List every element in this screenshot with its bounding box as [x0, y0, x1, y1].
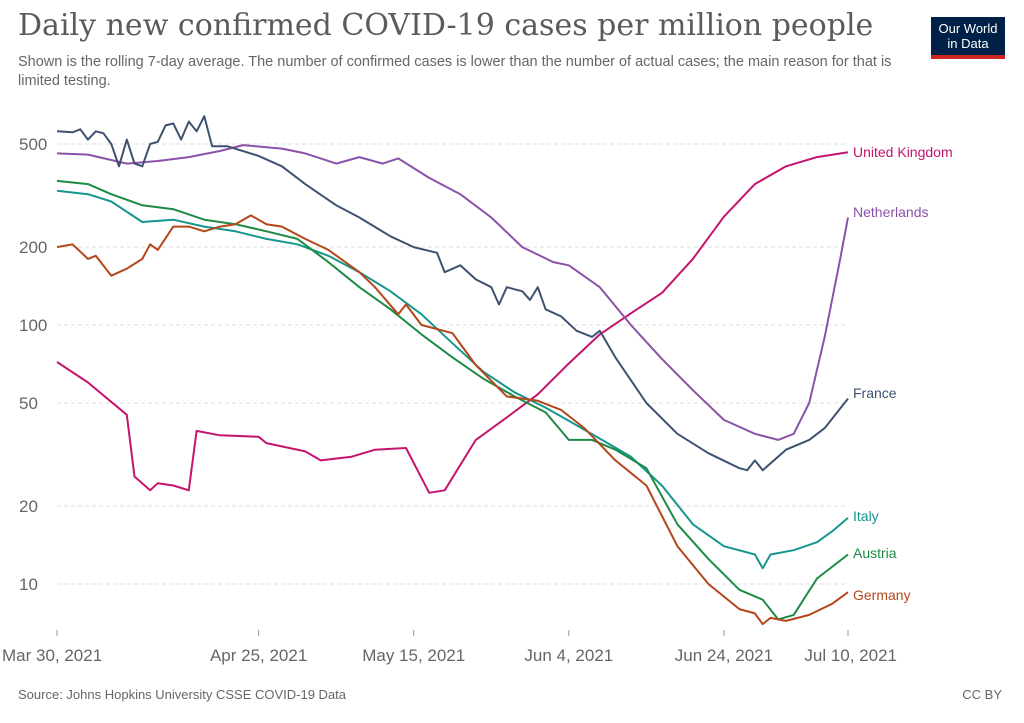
series-label-austria: Austria: [853, 545, 897, 561]
x-tick-label-5: Jul 10, 2021: [804, 646, 897, 665]
y-tick-label-50: 50: [19, 394, 38, 413]
y-tick-label-20: 20: [19, 497, 38, 516]
series-label-netherlands: Netherlands: [853, 204, 929, 220]
series-line-austria: [56, 179, 849, 621]
y-tick-label-10: 10: [19, 575, 38, 594]
line-chart: 10 20 50 100 200 500 Mar 30, 2021 Apr 25, 2021 M…: [2, 115, 953, 665]
series-label-italy: Italy: [853, 508, 879, 524]
series-line-italy: [56, 189, 849, 570]
logo-line-2: in Data: [947, 36, 989, 51]
series-line-france: [56, 115, 849, 472]
y-tick-label-200: 200: [19, 238, 47, 257]
source-note: Source: Johns Hopkins University CSSE CO…: [18, 687, 347, 702]
series-label-united-kingdom: United Kingdom: [853, 144, 953, 160]
logo-line-1: Our World: [938, 21, 998, 36]
chart-title: Daily new confirmed COVID-19 cases per m…: [18, 8, 874, 43]
y-tick-label-100: 100: [19, 316, 47, 335]
series-line-united-kingdom: [56, 151, 849, 494]
x-tick-label-1: Apr 25, 2021: [210, 646, 307, 665]
series-label-france: France: [853, 385, 897, 401]
license-label[interactable]: CC BY: [962, 687, 1002, 702]
series-line-netherlands: [56, 144, 849, 441]
series-label-germany: Germany: [853, 587, 911, 603]
x-tick-label-0: Mar 30, 2021: [2, 646, 102, 665]
x-tick-label-3: Jun 4, 2021: [524, 646, 613, 665]
x-tick-label-4: Jun 24, 2021: [675, 646, 773, 665]
chart-subtitle: Shown is the rolling 7-day average. The …: [18, 54, 892, 89]
x-tick-label-2: May 15, 2021: [362, 646, 465, 665]
series-line-germany: [56, 214, 849, 626]
owid-logo[interactable]: Our World in Data: [931, 17, 1005, 59]
y-tick-label-500: 500: [19, 135, 47, 154]
